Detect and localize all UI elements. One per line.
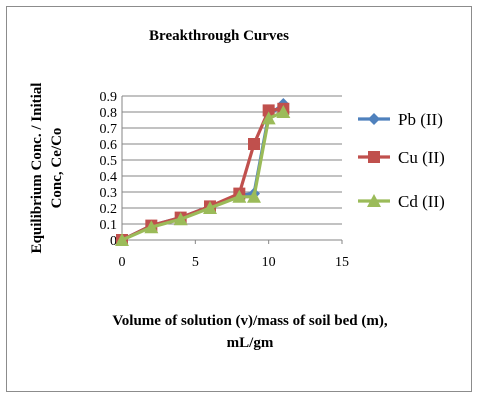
chart-title: Breakthrough Curves [149, 28, 289, 44]
data-point [276, 105, 291, 118]
data-point [248, 138, 260, 150]
y-axis-label-line1: Equilibrium Conc. / Initial [29, 83, 45, 254]
x-tick-label: 10 [262, 255, 276, 270]
legend-label: Pb (II) [398, 110, 443, 129]
grid-lines [122, 95, 342, 225]
legend-item: Cd (II) [358, 192, 445, 211]
data-point [203, 201, 217, 214]
data-point [173, 212, 188, 226]
legend-label: Cu (II) [398, 148, 445, 167]
series-group [115, 98, 291, 246]
y-tick-label: 0.9 [100, 90, 118, 105]
y-axis-title: Equilibrium Conc. / Initial Conc, Ce/Co [29, 83, 65, 254]
legend-label: Cd (II) [398, 192, 445, 211]
axes [121, 96, 343, 244]
data-point [232, 189, 247, 203]
x-tick-label: 5 [192, 255, 199, 270]
tick-labels: 00.10.20.30.40.50.60.70.80.90 5 10 15 [100, 90, 350, 270]
x-tick-label: 15 [335, 255, 349, 270]
y-tick-label: 0.6 [100, 138, 118, 153]
data-point [262, 104, 275, 117]
y-axis-label-line2: Conc, Ce/Co [49, 128, 65, 209]
y-tick-label: 0.8 [100, 106, 118, 121]
y-tick-label: 0.4 [100, 170, 118, 185]
legend-marker [368, 113, 380, 125]
x-axis-label-line2: mL/gm [227, 335, 274, 351]
data-point [247, 189, 261, 203]
legend-marker [367, 194, 381, 207]
series-line [121, 110, 284, 242]
x-axis-label-line1: Volume of solution (v)/mass of soil bed … [112, 313, 388, 329]
data-point [144, 220, 159, 234]
y-tick-label: 0 [110, 234, 117, 249]
data-point [261, 111, 276, 125]
legend-item: Cu (II) [358, 148, 445, 167]
data-point [115, 233, 129, 246]
y-tick-label: 0.1 [100, 218, 118, 233]
series-3 [115, 105, 291, 246]
legend-item: Pb (II) [358, 110, 443, 129]
y-tick-label: 0.5 [100, 154, 118, 169]
legend-marker [368, 151, 380, 163]
legend: Pb (II) Cu (II) Cd (II) [358, 110, 445, 211]
y-tick-label: 0.2 [100, 202, 118, 217]
y-tick-label: 0.3 [100, 186, 118, 201]
y-tick-label: 0.7 [100, 122, 118, 137]
x-tick-label: 0 [119, 255, 126, 270]
